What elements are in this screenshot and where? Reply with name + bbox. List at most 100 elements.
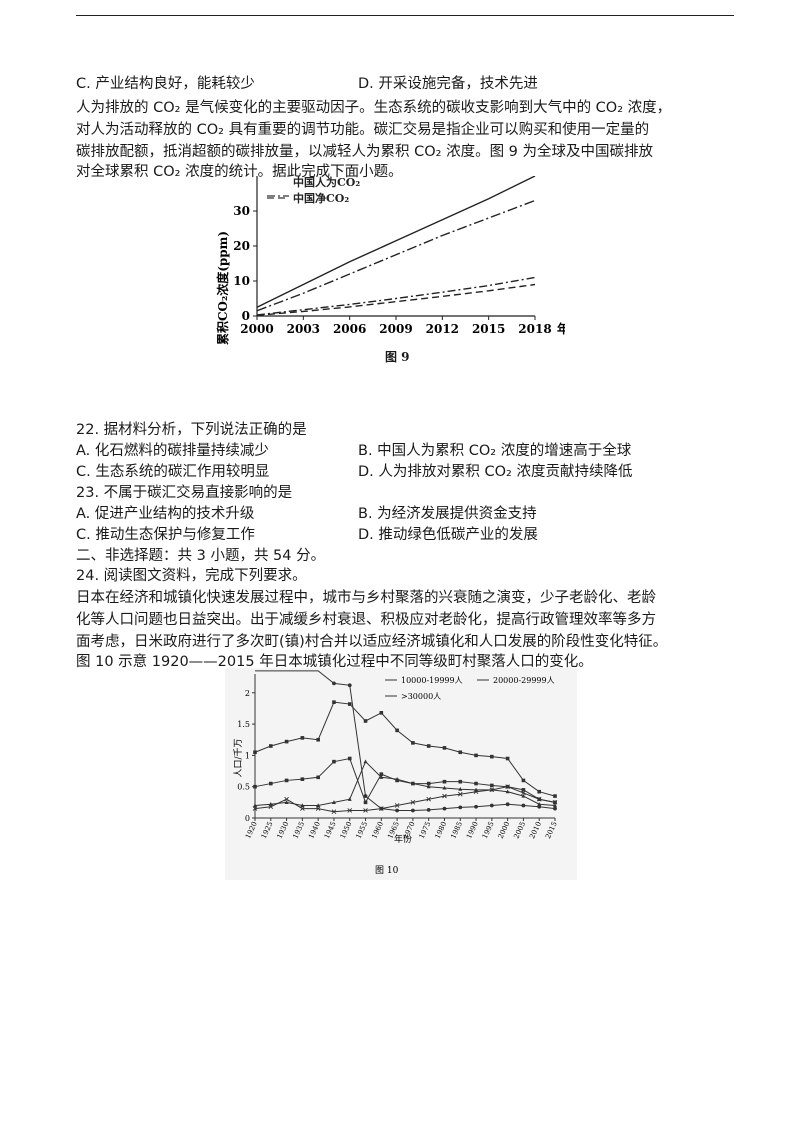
- fig10-point: [537, 789, 542, 794]
- material1-line-1: 人为排放的 CO₂ 是气候变化的主要驱动因子。生态系统的碳收支影响到大气中的 C…: [76, 100, 672, 116]
- fig10-point: [505, 802, 510, 807]
- fig10-point: [268, 804, 274, 810]
- fig10-y-tick-label: 0: [245, 814, 250, 823]
- fig10-x-tick-label: 1985: [449, 820, 464, 840]
- fig10-x-tick-label: 1920: [244, 820, 259, 840]
- top-rule: [76, 15, 734, 16]
- option-d: D. 开采设施完备，技术先进: [358, 76, 538, 92]
- figure-9-ylabel: 累积CO₂浓度(ppm): [215, 231, 230, 345]
- fig10-x-tick-label: 1945: [323, 820, 338, 840]
- legend-10000-19999: 10000-19999人: [401, 676, 463, 685]
- fig10-point: [284, 796, 289, 802]
- fig10-point: [457, 791, 463, 797]
- fig10-point: [426, 796, 432, 802]
- q24-text-line-1: 日本在经济和城镇化快速发展过程中，城市与乡村聚落的兴衰随之演变，少子老龄化、老龄: [76, 590, 656, 606]
- fig10-point: [331, 800, 336, 804]
- fig9-x-tick-label: 2009: [379, 322, 412, 336]
- q22-option-a: A. 化石燃料的碳排量持续减少: [76, 443, 269, 459]
- fig10-point: [363, 719, 368, 723]
- q24-stem: 24. 阅读图文资料，完成下列要求。: [76, 568, 307, 584]
- fig10-point: [489, 803, 494, 808]
- fig10-point: [347, 797, 352, 801]
- fig10-y-tick-label: 1.5: [237, 720, 250, 729]
- fig10-x-tick-label: 1990: [465, 820, 480, 840]
- fig10-point: [284, 778, 289, 783]
- fig10-x-tick-label: 1960: [370, 820, 385, 840]
- fig10-point: [442, 806, 447, 811]
- fig10-point: [253, 803, 257, 808]
- fig9-x-tick-label: 2003: [287, 322, 320, 336]
- figure-10-xlabel: 年份: [394, 833, 412, 845]
- fig10-x-tick-label: 1975: [418, 820, 433, 840]
- fig10-point: [552, 800, 558, 805]
- fig10-point: [458, 787, 463, 791]
- fig10-point: [458, 750, 463, 755]
- q23-stem: 23. 不属于碳汇交易直接影响的是: [76, 485, 293, 501]
- fig10-point: [489, 787, 495, 793]
- fig9-x-tick-label: 2015: [472, 322, 505, 336]
- fig10-point: [300, 803, 305, 808]
- material1-line-4: 对全球累积 CO₂ 浓度的统计。据此完成下面小题。: [76, 164, 403, 180]
- fig9-series-2: [256, 199, 536, 312]
- fig10-point: [253, 784, 257, 789]
- figure-10-caption: 图 10: [375, 865, 399, 876]
- section-2-heading: 二、非选择题：共 3 小题，共 54 分。: [76, 548, 326, 564]
- fig10-point: [300, 806, 305, 811]
- fig10-point: [395, 808, 400, 813]
- q23-option-a: A. 促进产业结构的技术升级: [76, 506, 255, 522]
- fig10-point: [347, 756, 352, 761]
- fig10-point: [505, 784, 510, 790]
- fig10-point: [474, 781, 478, 786]
- fig10-point: [395, 728, 399, 733]
- fig10-series-3: [254, 757, 556, 804]
- fig10-point: [537, 802, 542, 806]
- option-c: C. 产业结构良好，能耗较少: [76, 76, 255, 92]
- fig9-series-4: [256, 283, 536, 316]
- fig9-x-tick-label: 2000: [240, 322, 273, 336]
- legend-over-30000: >30000人: [401, 692, 441, 701]
- fig10-point: [332, 681, 336, 686]
- fig10-point: [378, 806, 384, 811]
- fig10-point: [347, 683, 352, 688]
- fig10-x-tick-label: 1950: [339, 820, 354, 840]
- fig10-point: [474, 804, 478, 809]
- fig10-point: [553, 794, 557, 798]
- fig10-point: [521, 803, 526, 808]
- fig10-point: [253, 750, 257, 755]
- fig10-point: [316, 775, 320, 780]
- fig10-y-tick-label: 2: [245, 689, 250, 698]
- fig10-point: [410, 800, 416, 805]
- fig10-x-tick-label: 1955: [355, 820, 370, 840]
- fig10-x-tick-label: 2005: [512, 820, 527, 840]
- fig10-point: [347, 808, 353, 813]
- fig10-point: [442, 779, 447, 784]
- fig10-point: [458, 779, 463, 784]
- fig10-point: [268, 802, 273, 806]
- fig9-x-tick-label: 2012: [426, 322, 459, 336]
- q24-text-line-3: 面考虑，日米政府进行了多次町(镇)村合并以适应经济城镇化和人口发展的阶段性变化特…: [76, 634, 668, 650]
- fig10-point: [521, 790, 526, 796]
- fig10-point: [426, 781, 431, 786]
- q23-option-d: D. 推动绿色低碳产业的发展: [358, 527, 538, 543]
- fig10-point: [332, 759, 336, 764]
- fig9-y-tick-label: 20: [233, 239, 250, 253]
- fig10-point: [553, 803, 557, 808]
- fig10-point: [442, 785, 447, 790]
- fig10-point: [426, 744, 431, 748]
- fig10-point: [300, 736, 305, 740]
- q24-text-line-2: 化等人口问题也日益突出。出于减缓乡村衰退、积极应对老龄化，提高行政管理效率等多方: [76, 612, 656, 628]
- fig10-point: [521, 788, 526, 792]
- fig10-series-2: [255, 670, 556, 811]
- fig10-point: [332, 700, 336, 704]
- fig10-point: [505, 756, 510, 761]
- fig10-x-tick-label: 1940: [307, 820, 322, 840]
- fig10-point: [394, 803, 400, 808]
- fig10-x-tick-label: 1935: [291, 820, 306, 840]
- fig10-point: [490, 783, 494, 788]
- fig10-point: [458, 805, 463, 810]
- fig10-point: [490, 754, 494, 759]
- fig9-x-tick-label: 2006: [333, 322, 366, 336]
- fig10-point: [363, 759, 368, 764]
- legend-china-net: 中国净CO₂: [293, 191, 349, 205]
- fig10-y-tick-label: 1: [245, 751, 250, 760]
